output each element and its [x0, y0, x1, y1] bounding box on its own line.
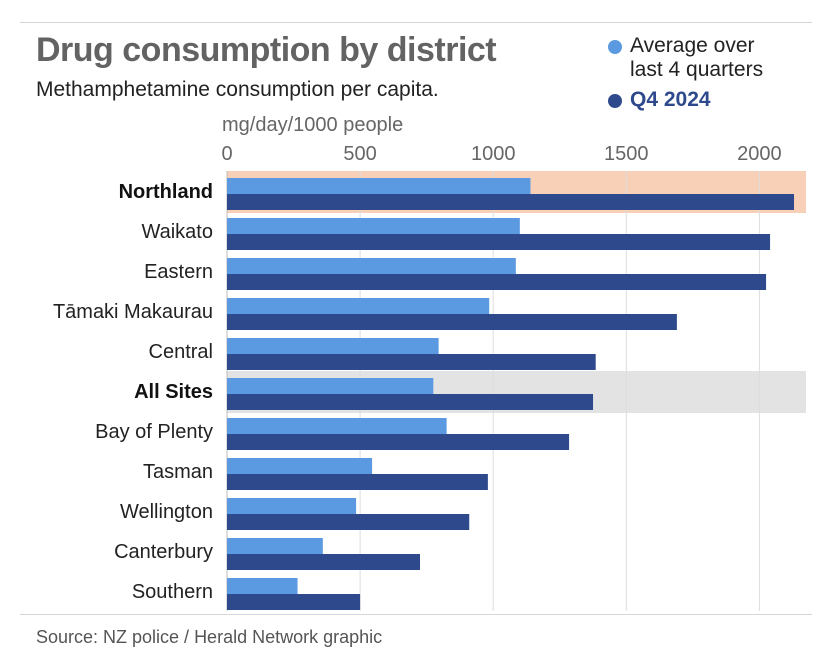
bar-waikato-average: [227, 218, 520, 234]
bar-canterbury-average: [227, 538, 323, 554]
bar-northland-average: [227, 178, 531, 194]
bar-layer: [227, 178, 795, 610]
bar-central-q4-2024: [227, 354, 596, 370]
category-label-layer: Northland Waikato Eastern Tāmaki Makaurau Ce…: [53, 181, 213, 603]
x-tick-label-2000: 2000: [737, 143, 782, 165]
category-label-wellington: Wellington: [120, 501, 213, 523]
bottom-divider: [20, 614, 812, 615]
bar-waikato-q4-2024: [227, 234, 771, 250]
bar-all-sites-q4-2024: [227, 394, 594, 410]
category-label-waikato: Waikato: [141, 221, 213, 243]
bar-northland-q4-2024: [227, 194, 795, 210]
top-divider: [20, 22, 812, 23]
bar-canterbury-q4-2024: [227, 554, 420, 570]
bar-tamaki-makaurau-q4-2024: [227, 314, 677, 330]
x-tick-label-1000: 1000: [471, 143, 516, 165]
legend-label-current: Q4 2024: [630, 88, 711, 111]
bar-tamaki-makaurau-average: [227, 298, 490, 314]
category-label-eastern: Eastern: [144, 261, 213, 283]
bar-bay-of-plenty-average: [227, 418, 447, 434]
category-label-southern: Southern: [132, 581, 213, 603]
category-label-all-sites: All Sites: [134, 381, 213, 403]
bar-all-sites-average: [227, 378, 434, 394]
legend-dot-current-icon: [608, 94, 622, 108]
x-tick-label-1500: 1500: [604, 143, 649, 165]
category-label-central: Central: [149, 341, 213, 363]
category-label-canterbury: Canterbury: [114, 541, 213, 563]
x-tick-label-500: 500: [343, 143, 376, 165]
bar-wellington-q4-2024: [227, 514, 470, 530]
chart-subtitle: Methamphetamine consumption per capita.: [36, 78, 439, 101]
category-label-tamaki-makaurau: Tāmaki Makaurau: [53, 301, 213, 323]
legend-item-current: Q4 2024: [606, 88, 816, 112]
chart-title: Drug consumption by district: [36, 31, 497, 69]
legend-label-average: Average over last 4 quarters: [630, 34, 764, 81]
bar-eastern-average: [227, 258, 516, 274]
category-label-bay-of-plenty: Bay of Plenty: [95, 421, 213, 443]
category-label-northland: Northland: [119, 181, 213, 203]
source-note: Source: NZ police / Herald Network graph…: [36, 627, 383, 647]
legend-dot-average-icon: [608, 40, 622, 54]
bar-southern-average: [227, 578, 298, 594]
x-tick-label-0: 0: [221, 143, 232, 165]
x-axis-unit-label: mg/day/1000 people: [222, 114, 403, 136]
bar-tasman-average: [227, 458, 373, 474]
bar-bay-of-plenty-q4-2024: [227, 434, 570, 450]
category-label-tasman: Tasman: [143, 461, 213, 483]
tick-label-layer: 0 500 1000 1500 2000: [221, 143, 781, 165]
bar-southern-q4-2024: [227, 594, 361, 610]
bar-eastern-q4-2024: [227, 274, 767, 290]
bar-wellington-average: [227, 498, 357, 514]
bar-tasman-q4-2024: [227, 474, 488, 490]
bar-central-average: [227, 338, 439, 354]
legend-item-average: Average over last 4 quarters: [606, 34, 816, 82]
legend: Average over last 4 quarters Q4 2024: [606, 34, 816, 112]
